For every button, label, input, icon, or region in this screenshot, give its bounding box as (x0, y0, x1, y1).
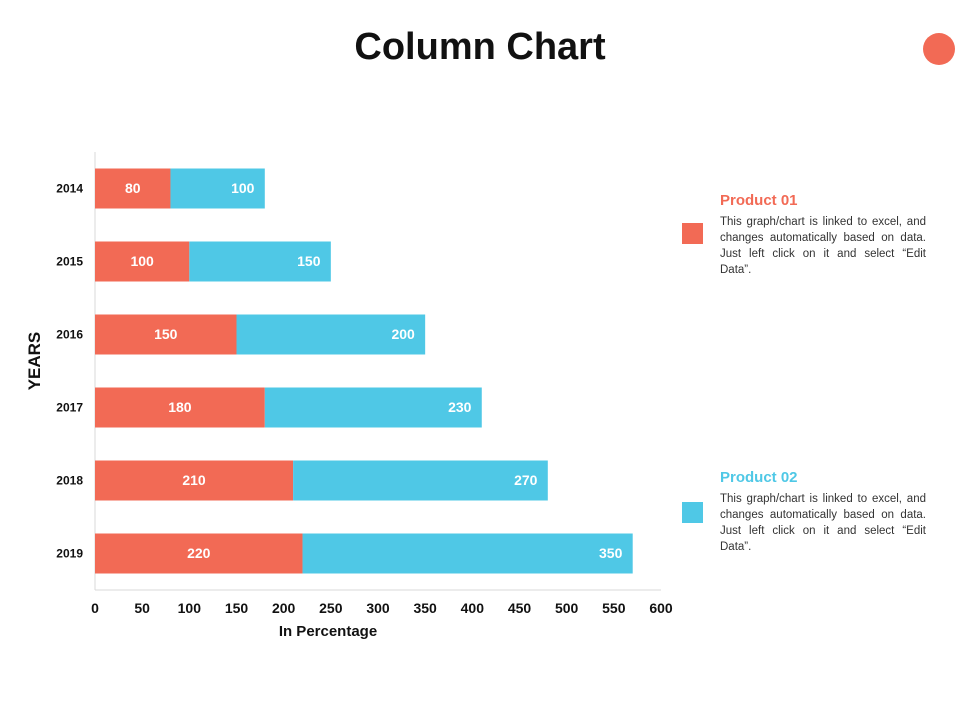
x-tick-label: 100 (178, 600, 202, 616)
category-label: 2018 (56, 474, 83, 488)
x-tick-label: 450 (508, 600, 532, 616)
data-label: 350 (599, 545, 623, 561)
x-tick-label: 50 (134, 600, 150, 616)
bar-product-02-2016 (236, 314, 426, 355)
legend-name-product-02: Product 02 (720, 469, 798, 486)
x-tick-label: 400 (461, 600, 485, 616)
data-label: 100 (130, 253, 154, 269)
x-tick-label: 550 (602, 600, 626, 616)
legend-description-product-01: This graph/chart is linked to excel, and… (720, 216, 926, 276)
y-axis-title: YEARS (25, 332, 44, 391)
bar-product-01-2019 (95, 533, 303, 574)
category-label: 2014 (56, 182, 83, 196)
data-label: 150 (297, 253, 321, 269)
bar-product-02-2018 (293, 460, 548, 501)
data-label: 150 (154, 326, 178, 342)
bar-product-02-2015 (189, 241, 331, 282)
data-label: 200 (391, 326, 415, 342)
data-label: 100 (231, 180, 255, 196)
legend-description-product-02: This graph/chart is linked to excel, and… (720, 493, 926, 553)
x-tick-label: 500 (555, 600, 579, 616)
legend-swatch-product-02 (682, 502, 703, 523)
bar-product-01-2015 (95, 241, 190, 282)
x-tick-label: 600 (649, 600, 673, 616)
bar-product-02-2019 (302, 533, 633, 574)
bar-product-02-2014 (170, 168, 265, 209)
data-label: 270 (514, 472, 538, 488)
data-label: 210 (182, 472, 206, 488)
data-label: 180 (168, 399, 192, 415)
category-label: 2019 (56, 547, 83, 561)
x-tick-label: 200 (272, 600, 296, 616)
x-tick-label: 0 (91, 600, 99, 616)
x-tick-label: 300 (366, 600, 390, 616)
bar-product-01-2014 (95, 168, 171, 209)
data-label: 80 (125, 180, 141, 196)
category-label: 2015 (56, 255, 83, 269)
category-label: 2016 (56, 328, 83, 342)
bar-product-01-2016 (95, 314, 237, 355)
x-tick-label: 150 (225, 600, 249, 616)
category-label: 2017 (56, 401, 83, 415)
accent-dot (923, 33, 955, 65)
legend-name-product-01: Product 01 (720, 192, 798, 209)
x-tick-label: 350 (413, 600, 437, 616)
bar-product-02-2017 (264, 387, 482, 428)
page-title: Column Chart (354, 26, 606, 68)
x-axis-title: In Percentage (279, 623, 377, 640)
bar-product-01-2017 (95, 387, 265, 428)
data-label: 230 (448, 399, 472, 415)
x-tick-label: 250 (319, 600, 343, 616)
data-label: 220 (187, 545, 211, 561)
bar-product-01-2018 (95, 460, 294, 501)
legend-swatch-product-01 (682, 223, 703, 244)
